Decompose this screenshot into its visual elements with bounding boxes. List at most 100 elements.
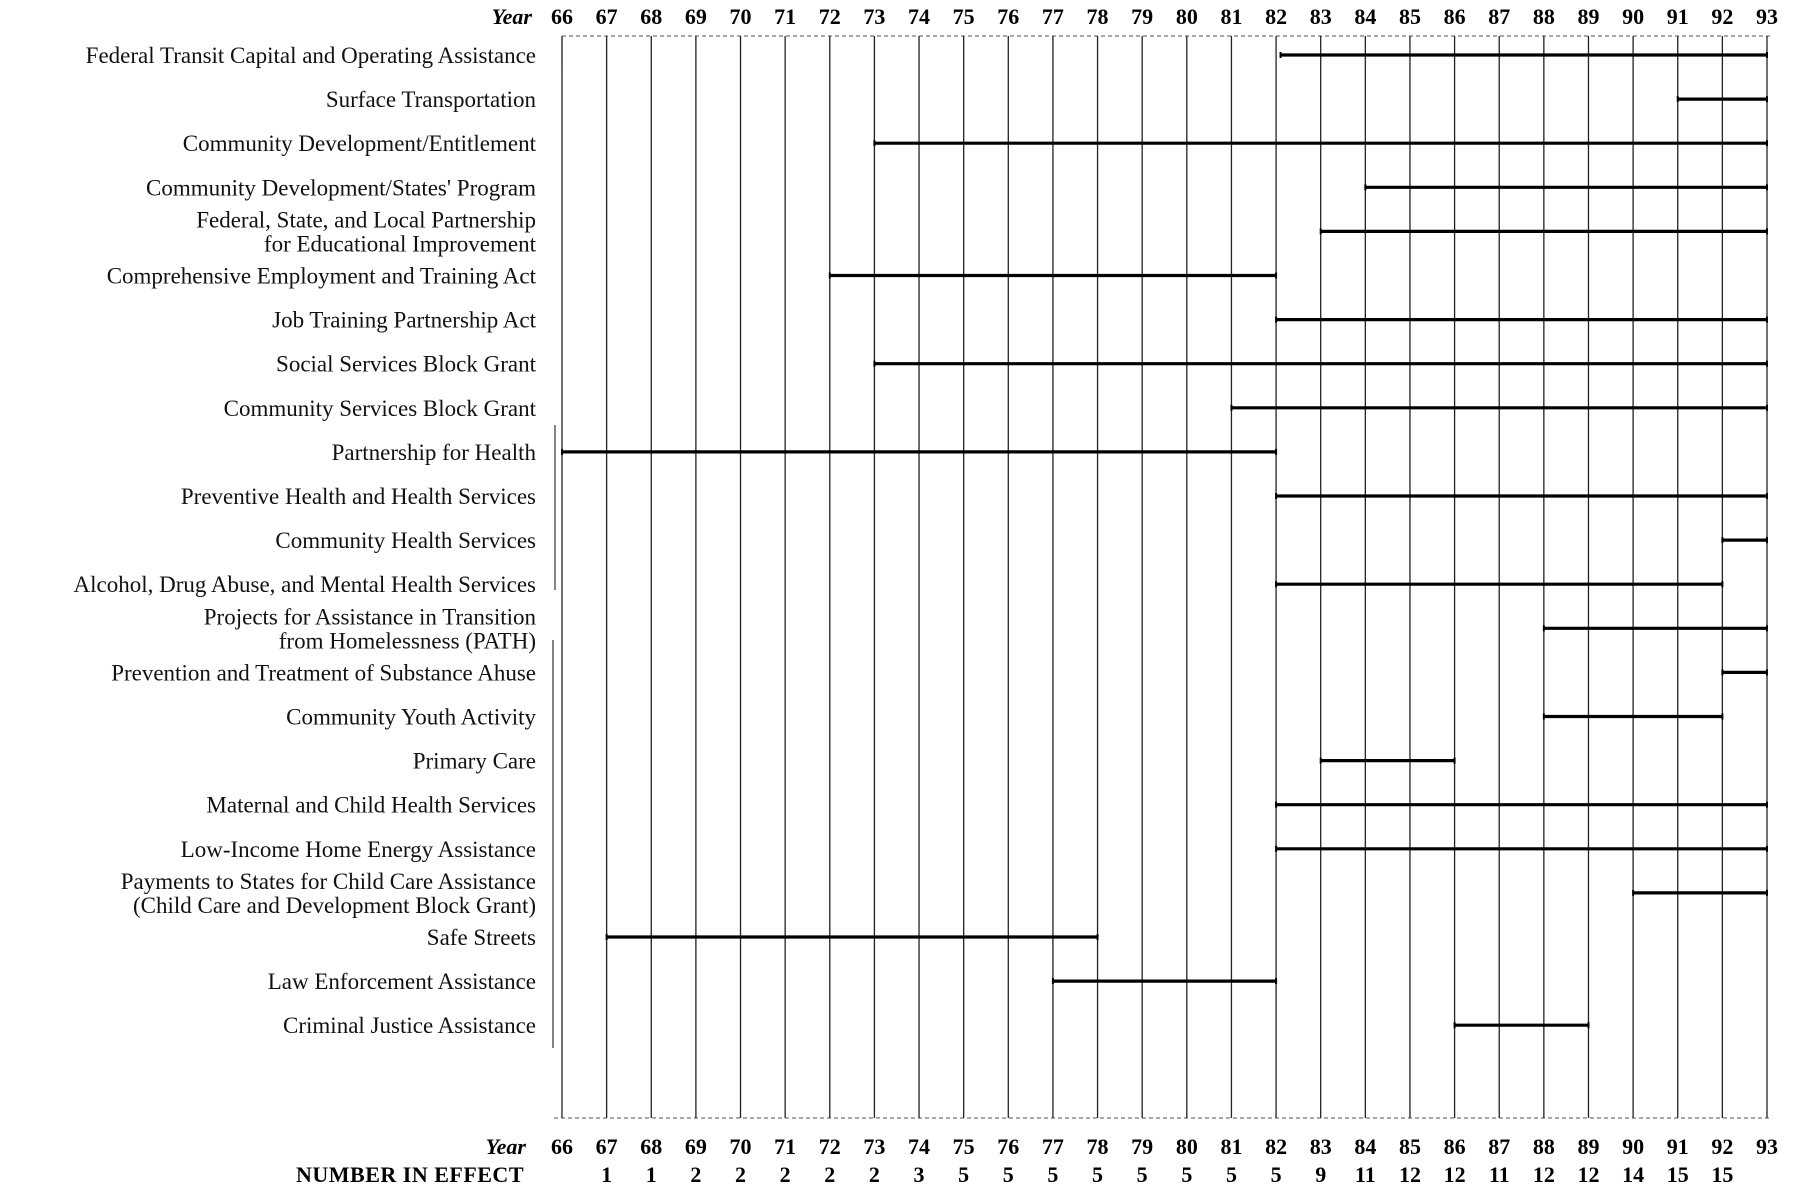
program-label-13: Alcohol, Drug Abuse, and Mental Health S…	[74, 572, 536, 597]
number-in-effect-69: 2	[690, 1162, 701, 1186]
bottom-tick-label-80: 80	[1176, 1134, 1198, 1159]
number-in-effect-91: 15	[1667, 1162, 1689, 1186]
number-in-effect-90: 14	[1622, 1162, 1644, 1186]
bottom-tick-label-72: 72	[819, 1134, 841, 1159]
program-label-6: Comprehensive Employment and Training Ac…	[107, 264, 537, 289]
bottom-tick-label-76: 76	[997, 1134, 1019, 1159]
number-in-effect-79: 5	[1137, 1162, 1148, 1186]
program-label-8: Social Services Block Grant	[276, 352, 537, 377]
top-tick-label-90: 90	[1622, 4, 1644, 29]
top-tick-label-86: 86	[1444, 4, 1466, 29]
number-in-effect-71: 2	[780, 1162, 791, 1186]
number-in-effect-75: 5	[958, 1162, 969, 1186]
program-label-21: Safe Streets	[427, 925, 536, 950]
program-label-12: Community Health Services	[275, 528, 536, 553]
top-year-axis-title: Year	[492, 4, 533, 29]
bottom-tick-label-85: 85	[1399, 1134, 1421, 1159]
top-tick-label-74: 74	[908, 4, 930, 29]
top-tick-label-81: 81	[1220, 4, 1242, 29]
number-in-effect-82: 5	[1271, 1162, 1282, 1186]
top-tick-label-88: 88	[1533, 4, 1555, 29]
top-tick-label-69: 69	[685, 4, 707, 29]
program-label-9: Community Services Block Grant	[224, 396, 537, 421]
bottom-tick-label-93: 93	[1756, 1134, 1778, 1159]
bottom-tick-label-81: 81	[1220, 1134, 1242, 1159]
number-in-effect-67: 1	[601, 1162, 612, 1186]
number-in-effect-74: 3	[914, 1162, 925, 1186]
bottom-tick-label-92: 92	[1711, 1134, 1733, 1159]
bottom-tick-label-66: 66	[551, 1134, 573, 1159]
number-in-effect-88: 12	[1533, 1162, 1555, 1186]
bottom-tick-label-73: 73	[863, 1134, 885, 1159]
bottom-tick-label-70: 70	[730, 1134, 752, 1159]
bottom-tick-label-68: 68	[640, 1134, 662, 1159]
program-label-3: Community Development/Entitlement	[183, 131, 537, 156]
number-in-effect-83: 9	[1315, 1162, 1326, 1186]
bottom-tick-label-86: 86	[1444, 1134, 1466, 1159]
number-in-effect-78: 5	[1092, 1162, 1103, 1186]
program-label-20-line-2: (Child Care and Development Block Grant)	[133, 893, 536, 918]
top-tick-label-83: 83	[1310, 4, 1332, 29]
bottom-year-axis-title: Year	[486, 1134, 527, 1159]
program-label-19: Low-Income Home Energy Assistance	[181, 837, 536, 862]
bottom-tick-label-87: 87	[1488, 1134, 1510, 1159]
top-tick-label-71: 71	[774, 4, 796, 29]
program-label-17: Primary Care	[413, 749, 536, 774]
top-tick-label-89: 89	[1577, 4, 1599, 29]
number-in-effect-80: 5	[1181, 1162, 1192, 1186]
top-tick-label-87: 87	[1488, 4, 1510, 29]
program-label-7: Job Training Partnership Act	[272, 308, 536, 333]
bottom-tick-label-91: 91	[1667, 1134, 1689, 1159]
bottom-tick-label-71: 71	[774, 1134, 796, 1159]
top-tick-label-75: 75	[953, 4, 975, 29]
number-in-effect-73: 2	[869, 1162, 880, 1186]
program-label-20-line-1: Payments to States for Child Care Assist…	[121, 869, 536, 894]
number-in-effect-77: 5	[1047, 1162, 1058, 1186]
top-tick-label-85: 85	[1399, 4, 1421, 29]
number-in-effect-87: 11	[1489, 1162, 1510, 1186]
program-label-5-line-1: Federal, State, and Local Partnership	[196, 207, 536, 232]
top-tick-label-92: 92	[1711, 4, 1733, 29]
number-in-effect-81: 5	[1226, 1162, 1237, 1186]
number-in-effect-70: 2	[735, 1162, 746, 1186]
number-in-effect-84: 11	[1355, 1162, 1376, 1186]
bottom-tick-label-75: 75	[953, 1134, 975, 1159]
top-tick-label-84: 84	[1354, 4, 1376, 29]
number-in-effect-68: 1	[646, 1162, 657, 1186]
number-in-effect-76: 5	[1003, 1162, 1014, 1186]
number-in-effect-92: 15	[1711, 1162, 1733, 1186]
program-label-18: Maternal and Child Health Services	[206, 793, 536, 818]
bottom-tick-label-82: 82	[1265, 1134, 1287, 1159]
bottom-tick-label-79: 79	[1131, 1134, 1153, 1159]
bottom-tick-label-74: 74	[908, 1134, 930, 1159]
top-tick-label-72: 72	[819, 4, 841, 29]
program-label-22: Law Enforcement Assistance	[268, 969, 536, 994]
bottom-tick-label-88: 88	[1533, 1134, 1555, 1159]
number-in-effect-72: 2	[824, 1162, 835, 1186]
top-tick-label-79: 79	[1131, 4, 1153, 29]
bottom-tick-label-78: 78	[1087, 1134, 1109, 1159]
program-label-23: Criminal Justice Assistance	[283, 1013, 536, 1038]
bottom-tick-label-83: 83	[1310, 1134, 1332, 1159]
top-tick-label-73: 73	[863, 4, 885, 29]
top-tick-label-66: 66	[551, 4, 573, 29]
number-in-effect-86: 12	[1444, 1162, 1466, 1186]
bottom-tick-label-89: 89	[1577, 1134, 1599, 1159]
program-label-10: Partnership for Health	[332, 440, 537, 465]
number-in-effect-title: NUMBER IN EFFECT	[296, 1162, 524, 1186]
top-tick-label-78: 78	[1087, 4, 1109, 29]
top-tick-label-68: 68	[640, 4, 662, 29]
program-label-1: Federal Transit Capital and Operating As…	[86, 43, 536, 68]
top-tick-label-80: 80	[1176, 4, 1198, 29]
number-in-effect-89: 12	[1577, 1162, 1599, 1186]
program-label-14-line-2: from Homelessness (PATH)	[279, 628, 536, 653]
program-label-16: Community Youth Activity	[286, 705, 536, 730]
program-label-11: Preventive Health and Health Services	[181, 484, 536, 509]
top-tick-label-82: 82	[1265, 4, 1287, 29]
program-label-2: Surface Transportation	[326, 87, 537, 112]
program-label-15: Prevention and Treatment of Substance Ah…	[111, 660, 536, 685]
top-tick-label-91: 91	[1667, 4, 1689, 29]
bottom-tick-label-67: 67	[596, 1134, 618, 1159]
program-label-5-line-2: for Educational Improvement	[264, 231, 537, 256]
